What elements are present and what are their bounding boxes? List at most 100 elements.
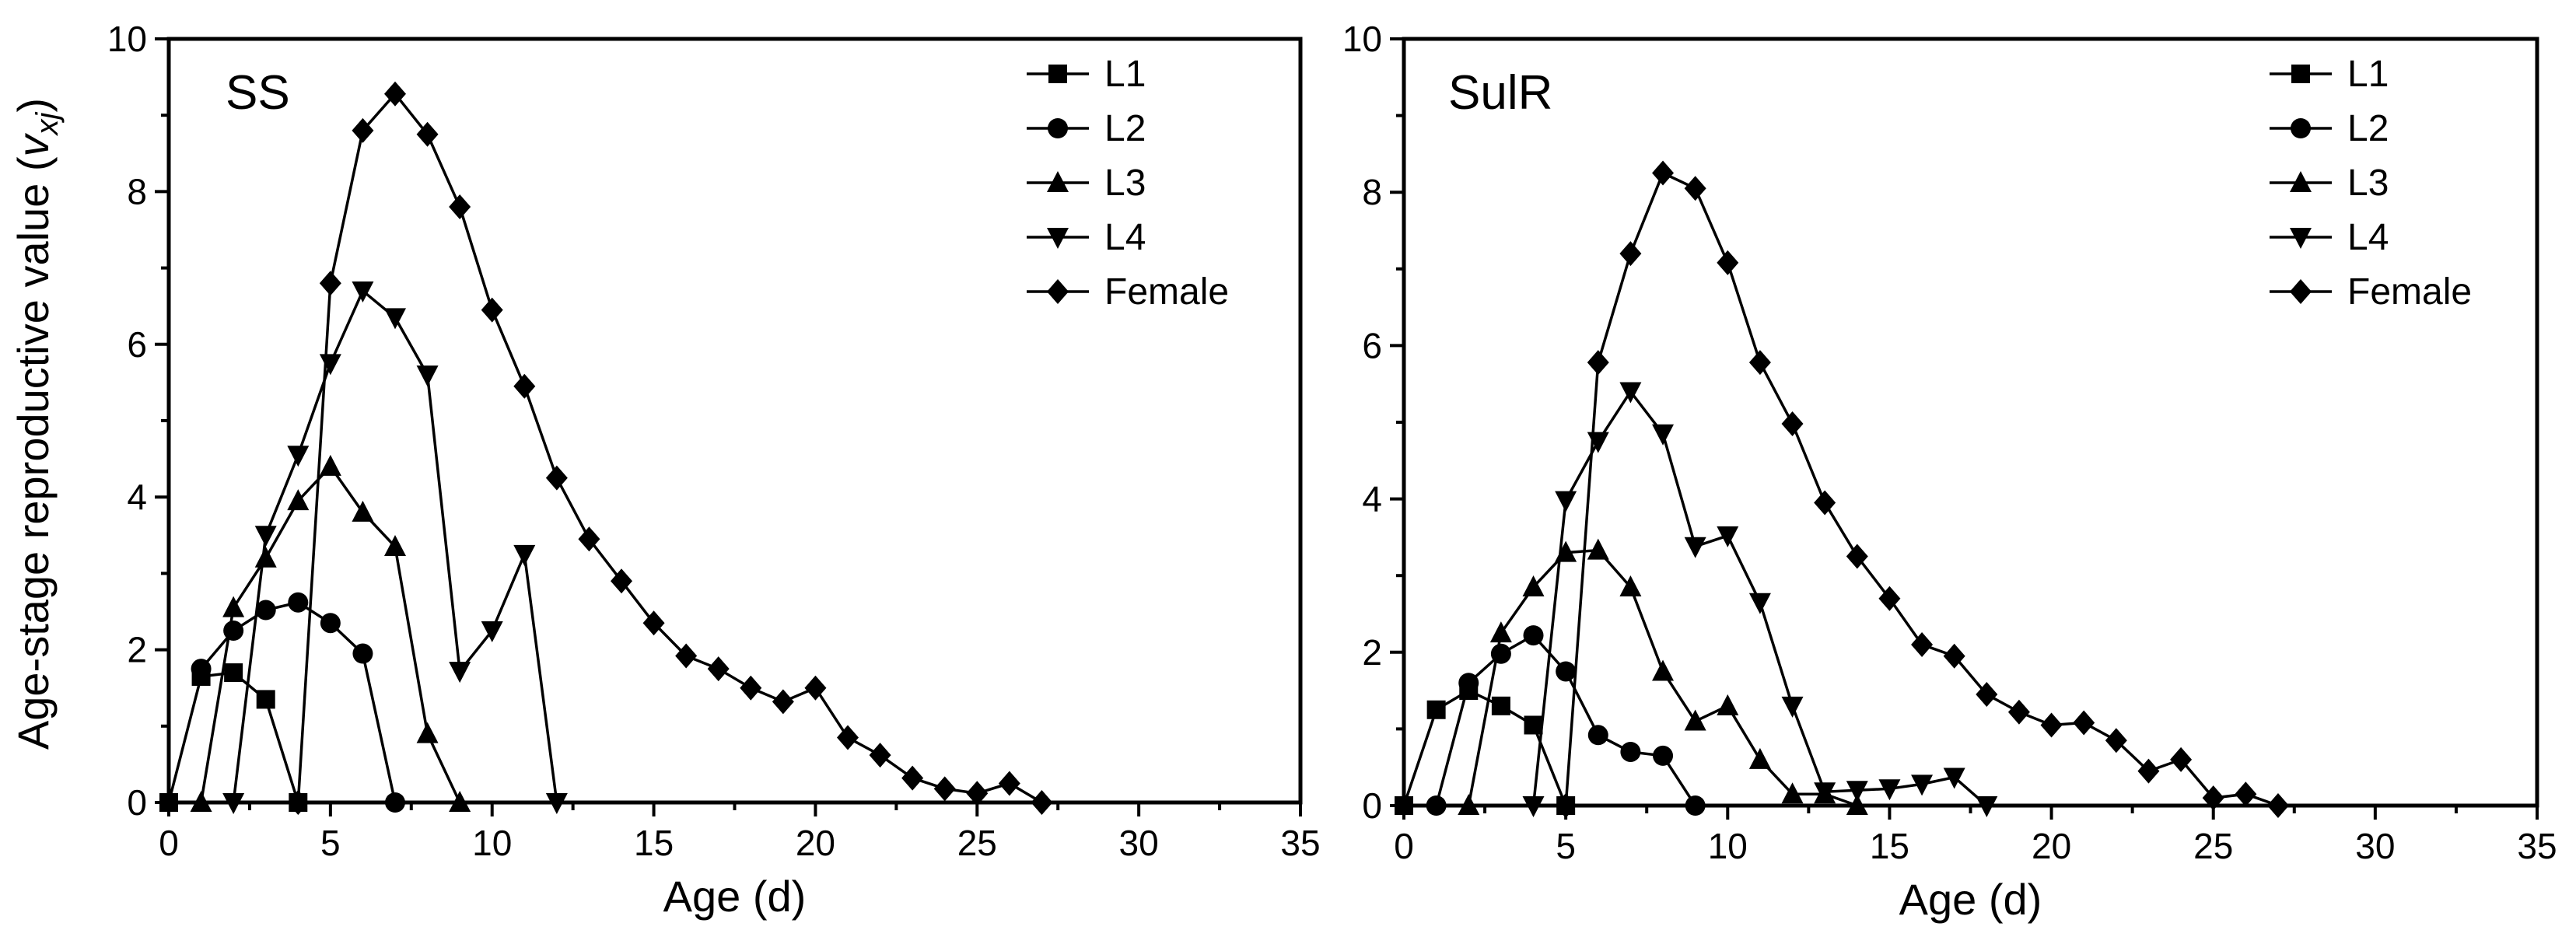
data-point (1748, 593, 1771, 614)
data-point (1911, 631, 1934, 657)
data-point (1652, 424, 1675, 446)
data-point (1911, 774, 1934, 796)
data-point (675, 643, 698, 669)
chart-panel-ss: 0 5 10 15 20 25 30 35 0 2 4 6 8 10 Age (d) SS L1 L2 L3 L4 Fe… (107, 19, 1321, 921)
series-line-l1 (1402, 689, 1567, 806)
series-l3 (1458, 538, 1868, 815)
data-point (481, 297, 503, 323)
data-point (1717, 694, 1739, 715)
data-point (481, 621, 503, 643)
series-line-female (1564, 171, 2279, 807)
series-line-female (296, 91, 1043, 804)
data-point (2137, 758, 2160, 784)
legend-label: L2 (1104, 108, 1146, 149)
series-female (1555, 160, 2289, 818)
data-point (966, 781, 989, 806)
data-point (416, 722, 439, 743)
data-point (416, 121, 439, 147)
x-tick-label: 25 (957, 823, 997, 863)
data-point (384, 81, 406, 107)
legend-marker (2290, 171, 2312, 192)
data-point (190, 791, 212, 812)
x-tick-label: 15 (1870, 826, 1909, 866)
data-point (1031, 790, 1053, 815)
data-point (611, 568, 632, 594)
legend-label: L3 (2347, 163, 2389, 204)
data-point (1684, 176, 1706, 201)
data-point (352, 117, 374, 143)
legend-label: Female (2347, 271, 2472, 313)
legend-marker (1047, 279, 1069, 304)
data-point (224, 663, 243, 683)
legend-marker (2290, 279, 2312, 304)
y-tick-label: 0 (127, 782, 147, 823)
y-tick-label: 6 (127, 324, 147, 365)
series-l1 (159, 663, 308, 812)
data-point (255, 600, 276, 621)
data-point (1976, 796, 1998, 817)
data-point (1619, 241, 1642, 267)
data-point (352, 281, 374, 303)
data-point (1846, 544, 1868, 569)
y-tick-label: 6 (1362, 325, 1382, 365)
panel-title: SS (226, 66, 290, 120)
data-point (2073, 710, 2095, 736)
x-tick-label: 15 (634, 823, 674, 863)
data-point (1652, 659, 1675, 681)
data-point (1684, 537, 1706, 558)
legend-marker (1047, 171, 1069, 192)
data-point (1522, 796, 1545, 817)
data-point (1814, 782, 1836, 804)
data-point (1814, 490, 1836, 516)
data-point (513, 373, 536, 399)
data-point (449, 662, 471, 684)
data-point (1620, 741, 1641, 762)
data-point (1426, 795, 1447, 816)
data-point (223, 621, 244, 642)
data-point (1781, 696, 1804, 718)
series-female (287, 81, 1053, 815)
data-point (288, 592, 309, 613)
data-point (513, 544, 536, 566)
data-point (1781, 411, 1804, 436)
data-point (222, 596, 245, 617)
data-point (578, 526, 600, 552)
legend-label: Female (1104, 271, 1229, 313)
data-point (1717, 250, 1739, 275)
x-tick-label: 10 (472, 823, 512, 863)
data-point (1491, 696, 1510, 715)
y-tick-label: 10 (1342, 19, 1382, 59)
data-point (384, 535, 406, 557)
data-point (1652, 160, 1675, 186)
data-point (1619, 382, 1642, 404)
data-point (1555, 793, 1577, 818)
x-tick-label: 20 (2032, 826, 2071, 866)
data-point (1846, 794, 1868, 815)
data-point (159, 793, 178, 812)
x-tick-label: 10 (1708, 826, 1748, 866)
data-point (1587, 350, 1609, 376)
y-tick-label: 2 (1362, 632, 1382, 673)
data-point (933, 776, 956, 802)
data-point (1781, 782, 1804, 804)
data-point (998, 771, 1020, 796)
series-line-l1 (167, 671, 299, 803)
data-point (869, 743, 891, 768)
y-tick-label: 0 (1362, 785, 1382, 826)
y-tick-label: 4 (1362, 479, 1382, 519)
data-point (2235, 781, 2257, 807)
data-point (1619, 575, 1642, 596)
x-tick-label: 20 (796, 823, 835, 863)
x-tick-label: 5 (320, 823, 341, 863)
data-point (449, 194, 471, 220)
data-point (254, 526, 277, 547)
x-tick-label: 35 (1280, 823, 1320, 863)
data-point (2007, 699, 2030, 725)
x-tick-label: 35 (2517, 826, 2557, 866)
data-point (1395, 796, 1413, 815)
legend: L1 L2 L3 L4 Female (1027, 54, 1229, 313)
data-point (287, 790, 310, 815)
x-tick-label: 30 (1119, 823, 1159, 863)
data-point (1943, 643, 1965, 669)
